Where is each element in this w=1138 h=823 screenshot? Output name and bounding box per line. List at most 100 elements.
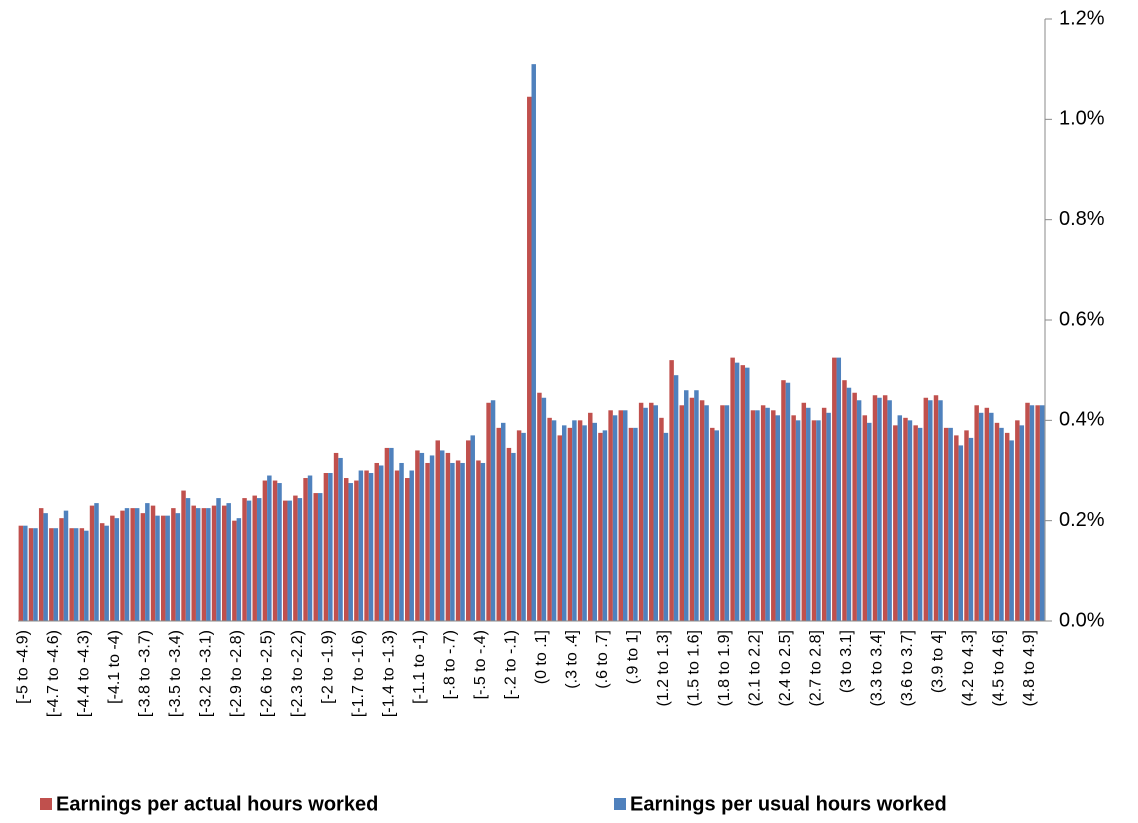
bar: [378, 465, 384, 621]
bar: [419, 452, 425, 621]
bar: [415, 450, 420, 621]
x-tick-label: (2.7 to 2.8]: [807, 630, 824, 707]
bar: [653, 405, 658, 621]
bar: [262, 480, 268, 621]
bar: [185, 498, 191, 621]
bar: [933, 395, 939, 621]
bar: [673, 375, 679, 621]
bar: [999, 427, 1004, 621]
bar: [598, 432, 603, 621]
x-tick-label: [-1.1 to -1): [411, 630, 428, 704]
bar: [313, 493, 318, 621]
bar: [755, 410, 760, 621]
bar: [246, 500, 252, 621]
bar: [134, 508, 140, 621]
bar: [720, 405, 725, 621]
bar: [572, 420, 577, 621]
bar: [358, 470, 364, 621]
bar: [994, 422, 1000, 621]
bar: [917, 427, 923, 621]
bar: [872, 395, 878, 621]
bar: [633, 427, 638, 621]
bar: [49, 528, 54, 621]
bar: [333, 452, 339, 621]
x-tick-label: (2.4 to 2.5]: [777, 630, 794, 707]
bar: [882, 395, 888, 621]
bar: [389, 447, 394, 621]
bar: [816, 420, 821, 621]
bar: [165, 515, 170, 621]
bar: [297, 498, 303, 621]
bar: [832, 357, 837, 621]
bar: [155, 515, 160, 621]
bar: [323, 473, 329, 621]
bar: [577, 420, 583, 621]
bar: [781, 380, 786, 621]
bar: [964, 430, 969, 621]
bar: [1019, 425, 1025, 621]
x-tick-label: (3.6 to 3.7]: [899, 630, 916, 707]
y-tick-label: 0.0%: [1059, 609, 1105, 631]
x-tick-label: [-.8 to -.7): [441, 630, 458, 699]
bar: [734, 362, 740, 621]
bar: [750, 410, 756, 621]
bar: [893, 425, 898, 621]
bar: [724, 405, 730, 621]
bar: [618, 410, 624, 621]
bar: [206, 508, 211, 621]
bar: [425, 462, 430, 621]
bar: [537, 392, 542, 621]
bar: [516, 430, 522, 621]
bar: [455, 460, 461, 621]
x-tick-label: (3 to 3.1]: [838, 630, 855, 693]
bar: [89, 505, 95, 621]
x-tick-label: (4.5 to 4.6]: [990, 630, 1007, 707]
bar: [124, 508, 130, 621]
bar: [862, 415, 868, 621]
bar: [913, 425, 918, 621]
bar: [470, 435, 475, 621]
bar: [679, 405, 685, 621]
bar: [984, 407, 990, 621]
bar: [69, 528, 74, 621]
bar: [175, 513, 181, 621]
bar: [694, 390, 699, 621]
bar: [663, 432, 669, 621]
bar: [33, 528, 38, 621]
bar: [293, 495, 298, 621]
bar: [160, 515, 166, 621]
bar: [592, 422, 597, 621]
x-tick-label: [-2.3 to -2.2): [289, 630, 306, 717]
bar: [277, 483, 282, 621]
bar: [714, 430, 720, 621]
x-tick-label: [-1.4 to -1.3): [380, 630, 397, 717]
bar: [232, 520, 237, 621]
bar: [307, 475, 313, 621]
bar: [785, 382, 791, 621]
bar: [801, 402, 807, 621]
bar: [669, 360, 674, 621]
bar: [364, 470, 369, 621]
bar: [852, 392, 857, 621]
bar: [150, 505, 156, 621]
bar: [272, 480, 278, 621]
bar: [954, 435, 959, 621]
bar: [480, 462, 486, 621]
bar: [948, 427, 953, 621]
bar: [643, 407, 648, 621]
bar: [460, 462, 465, 621]
bar: [348, 483, 353, 621]
bar: [195, 508, 201, 621]
bar: [551, 420, 557, 621]
bar: [216, 498, 221, 621]
x-tick-label: (4.2 to 4.3]: [960, 630, 977, 707]
bar: [303, 478, 308, 621]
bar: [887, 400, 892, 621]
x-tick-label: [-4.7 to -4.6): [45, 630, 62, 717]
bar: [567, 427, 573, 621]
bar: [43, 513, 48, 621]
bar: [110, 515, 115, 621]
bar: [588, 412, 593, 621]
bar: [582, 425, 587, 621]
bar: [439, 450, 445, 621]
